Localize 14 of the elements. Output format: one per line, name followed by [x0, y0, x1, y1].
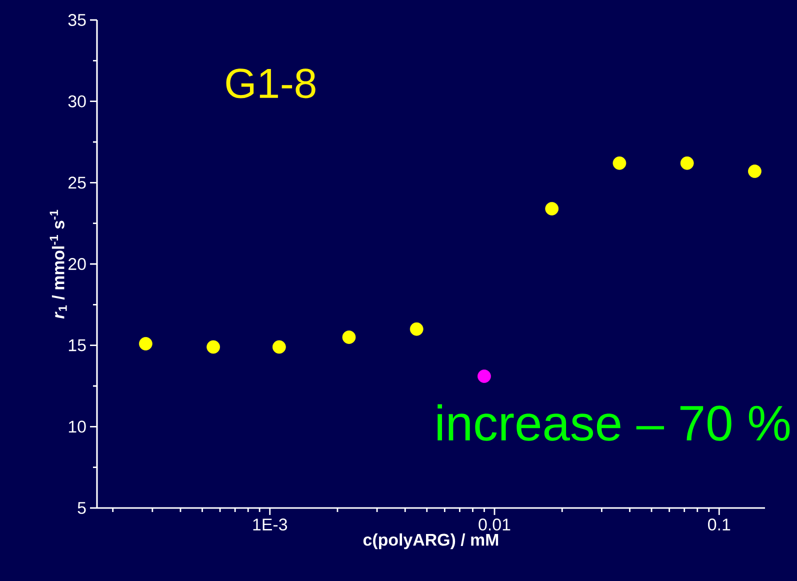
y-tick-label: 20	[68, 258, 86, 270]
y-tick-label: 5	[78, 502, 86, 514]
x-tick-label: 0.1	[708, 518, 730, 531]
y-tick-label: 25	[68, 176, 86, 189]
y-tick-label: 30	[68, 95, 86, 108]
y-tick-label: 10	[68, 420, 86, 433]
y-tick-label: 15	[68, 339, 86, 352]
x-tick-label: 0.01	[478, 518, 510, 531]
y-tick-label: 35	[68, 14, 86, 26]
x-tick-label: 1E-3	[253, 518, 288, 531]
x-axis-title: c(polyARG) / mM	[363, 533, 498, 550]
y-axis-title: r$_{1}$ / mmol$^{-1}$ s$^{-1}$	[50, 210, 67, 319]
annotation: increase – 70 %	[438, 404, 790, 441]
text: G1-8	[226, 68, 316, 98]
